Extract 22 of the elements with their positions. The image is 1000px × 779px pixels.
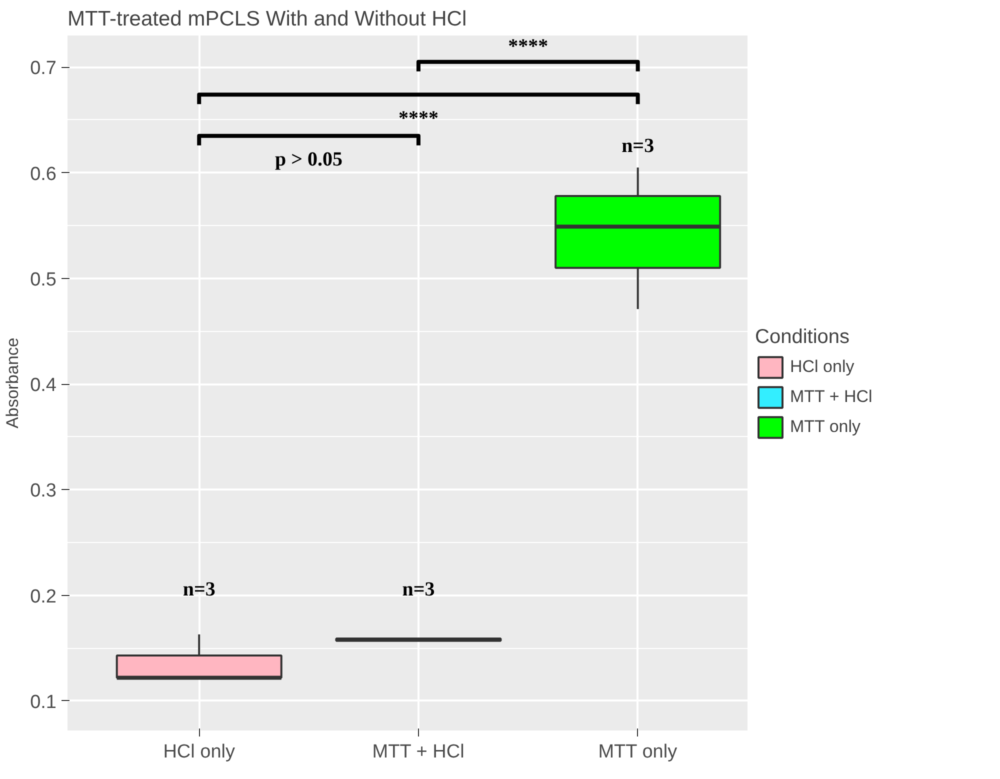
annotation: n=3	[402, 578, 435, 601]
x-tick-label: MTT only	[598, 742, 678, 762]
legend-label: MTT + HCl	[790, 386, 872, 406]
x-tick-label: HCl only	[163, 742, 236, 762]
legend-title: Conditions	[755, 326, 851, 348]
legend-label: MTT only	[790, 416, 861, 436]
annotation: ****	[398, 107, 438, 130]
y-axis-title: Absorbance	[3, 338, 22, 428]
annotation: p > 0.05	[275, 148, 343, 171]
annotation: ****	[508, 36, 548, 58]
y-tick-label: 0.5	[30, 269, 57, 290]
y-tick-label: 0.3	[30, 480, 57, 502]
y-tick-label: 0.1	[30, 692, 57, 713]
x-tick-label: MTT + HCl	[372, 742, 464, 762]
y-tick-label: 0.6	[30, 164, 57, 185]
y-tick-label: 0.2	[30, 586, 57, 608]
legend-label: HCl only	[790, 356, 854, 376]
y-tick-label: 0.4	[30, 375, 57, 396]
annotation: n=3	[182, 578, 216, 601]
chart-title: MTT-treated mPCLS With and Without HCl	[68, 8, 467, 30]
annotation: n=3	[622, 134, 654, 157]
y-tick-label: 0.7	[30, 58, 57, 80]
